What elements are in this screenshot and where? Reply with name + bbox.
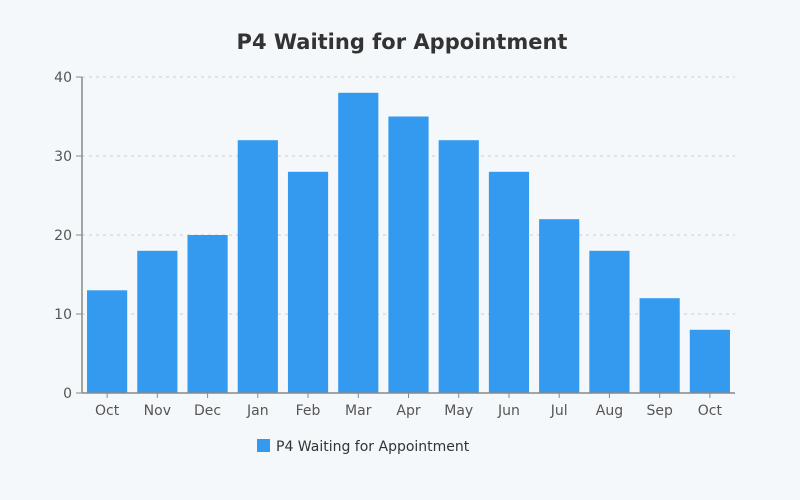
bars — [87, 92, 730, 394]
bar-jun-8[interactable] — [488, 171, 530, 393]
bar-oct-12[interactable] — [689, 329, 730, 393]
x-tick-label: Nov — [144, 403, 171, 419]
x-tick-label: Oct — [698, 403, 723, 419]
legend-label: P4 Waiting for Appointment — [276, 439, 470, 455]
x-tick-label: Jul — [550, 403, 568, 419]
bar-may-7[interactable] — [438, 140, 479, 393]
bar-jan-3[interactable] — [237, 140, 278, 393]
y-tick-label: 10 — [54, 307, 72, 323]
legend-swatch — [257, 439, 270, 452]
x-tick-label: Aug — [596, 403, 623, 419]
bar-aug-10[interactable] — [589, 250, 630, 393]
bar-apr-6[interactable] — [388, 116, 429, 394]
x-tick-label: Feb — [296, 403, 321, 419]
bar-nov-1[interactable] — [137, 250, 178, 393]
bar-dec-2[interactable] — [187, 235, 228, 393]
y-tick-label: 40 — [54, 70, 72, 86]
x-tick-label: Dec — [194, 403, 221, 419]
chart-title: P4 Waiting for Appointment — [237, 30, 568, 54]
y-tick-label: 20 — [54, 228, 72, 244]
bar-mar-5[interactable] — [338, 92, 379, 394]
bar-jul-9[interactable] — [539, 219, 580, 393]
x-tick-label: Sep — [646, 403, 673, 419]
x-tick-label: Oct — [95, 403, 120, 419]
axes: 0 10 20 30 40 Oct Nov Dec Jan Feb Mar Apr May Jun Jul A… — [54, 70, 735, 419]
x-tick-label: Jun — [497, 403, 520, 419]
y-tick-label: 30 — [54, 149, 72, 165]
legend[interactable]: P4 Waiting for Appointment — [257, 439, 470, 455]
bar-feb-4[interactable] — [287, 171, 329, 393]
y-tick-label: 0 — [63, 386, 72, 402]
x-tick-label: May — [444, 403, 473, 419]
x-tick-label: Mar — [345, 403, 372, 419]
bar-sep-11[interactable] — [639, 298, 680, 393]
x-tick-label: Jan — [246, 403, 269, 419]
x-tick-label: Apr — [396, 403, 420, 419]
bar-oct-0[interactable] — [87, 290, 128, 393]
